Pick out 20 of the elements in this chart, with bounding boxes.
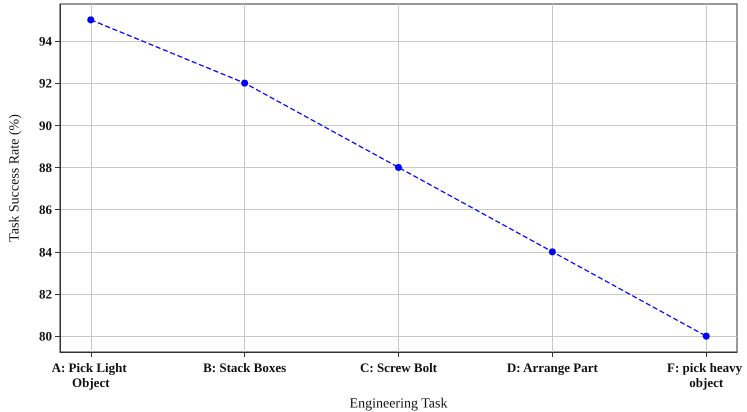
x-axis-title: Engineering Task (350, 396, 448, 412)
y-tick-label: 92 (39, 76, 52, 91)
x-tick-label: C: Screw Bolt (360, 360, 438, 375)
y-tick-label: 90 (39, 118, 52, 133)
x-tick-label: A: Pick Light Object (52, 360, 130, 390)
y-tick-label: 94 (39, 33, 52, 48)
y-tick-label: 86 (39, 202, 52, 218)
y-axis-title: Task Success Rate (%) (8, 114, 22, 242)
y-tick-label: 88 (39, 160, 52, 175)
x-tick-label: B: Stack Boxes (203, 360, 286, 375)
point (241, 80, 248, 87)
point (395, 164, 402, 171)
point (87, 16, 94, 24)
point (702, 332, 710, 340)
point (548, 248, 556, 256)
y-tick-label: 84 (39, 244, 52, 260)
y-tick-label: 82 (39, 286, 52, 302)
x-tick-label: D: Arrange Part (506, 360, 599, 375)
y-tick-label: 80 (39, 328, 52, 344)
x-tick-label: F: pick heavy object (667, 360, 746, 390)
